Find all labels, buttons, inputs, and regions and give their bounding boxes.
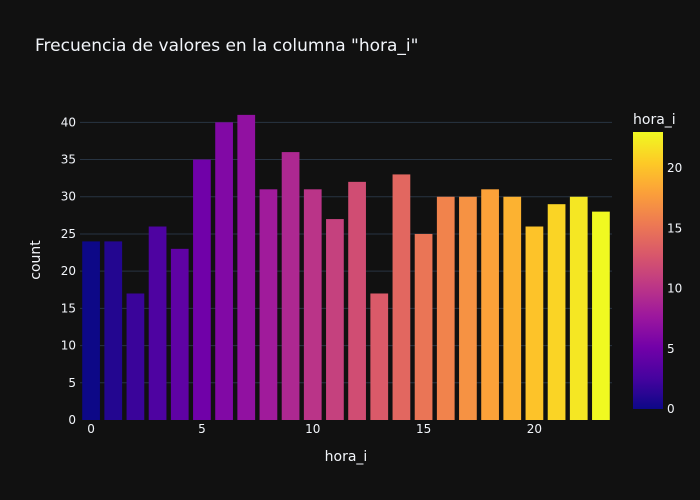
- bar: [126, 293, 145, 420]
- bar: [281, 152, 300, 420]
- bar: [459, 196, 477, 420]
- bar: [481, 189, 499, 420]
- bar: [237, 114, 256, 420]
- y-tick-label: 0: [68, 413, 76, 427]
- y-tick-label: 5: [68, 376, 76, 390]
- x-tick-label: 15: [416, 422, 431, 436]
- colorbar-title: hora_i: [633, 112, 676, 128]
- x-tick-label: 0: [87, 422, 95, 436]
- y-tick-label: 35: [61, 153, 76, 167]
- bar: [547, 204, 566, 420]
- chart-title: Frecuencia de valores en la columna "hor…: [35, 36, 418, 56]
- y-tick-label: 20: [61, 264, 76, 278]
- x-tick-label: 10: [305, 422, 320, 436]
- colorbar-ticks: 0 5 10 15 20: [667, 161, 682, 416]
- gridlines: [80, 121, 612, 384]
- bar: [592, 211, 610, 420]
- bar: [503, 196, 522, 420]
- bar: [82, 241, 100, 420]
- x-tick-label: 5: [198, 422, 206, 436]
- colorbar-tick-label: 15: [667, 221, 682, 235]
- bar: [170, 248, 189, 420]
- x-tick-label: 20: [527, 422, 542, 436]
- colorbar-tick-label: 5: [667, 342, 675, 356]
- colorbar-tick-label: 20: [667, 161, 682, 175]
- bar: [104, 241, 123, 420]
- y-tick-label: 30: [61, 190, 76, 204]
- bar: [436, 196, 455, 420]
- bar: [348, 181, 366, 420]
- y-axis-label: count: [28, 240, 44, 280]
- bar: [414, 233, 433, 420]
- bars: [82, 114, 610, 420]
- bar: [259, 189, 278, 420]
- colorbar-tick-label: 0: [667, 402, 675, 416]
- x-axis-ticks: 0 5 10 15 20: [87, 422, 542, 436]
- y-tick-label: 10: [61, 339, 76, 353]
- bar: [392, 174, 411, 420]
- bar: [370, 293, 389, 420]
- x-axis-label: hora_i: [325, 449, 368, 465]
- y-tick-label: 40: [61, 115, 76, 129]
- colorbar: [633, 132, 663, 409]
- bar: [525, 226, 544, 420]
- bar: [215, 122, 233, 420]
- y-axis-ticks: 0 5 10 15 20 25 30 35 40: [61, 115, 76, 427]
- bar: [326, 219, 344, 420]
- bar: [303, 189, 322, 420]
- bar: [569, 196, 588, 420]
- colorbar-tick-label: 10: [667, 282, 682, 296]
- y-tick-label: 15: [61, 301, 76, 315]
- bar: [193, 159, 211, 420]
- bar: [148, 226, 167, 420]
- y-tick-label: 25: [61, 227, 76, 241]
